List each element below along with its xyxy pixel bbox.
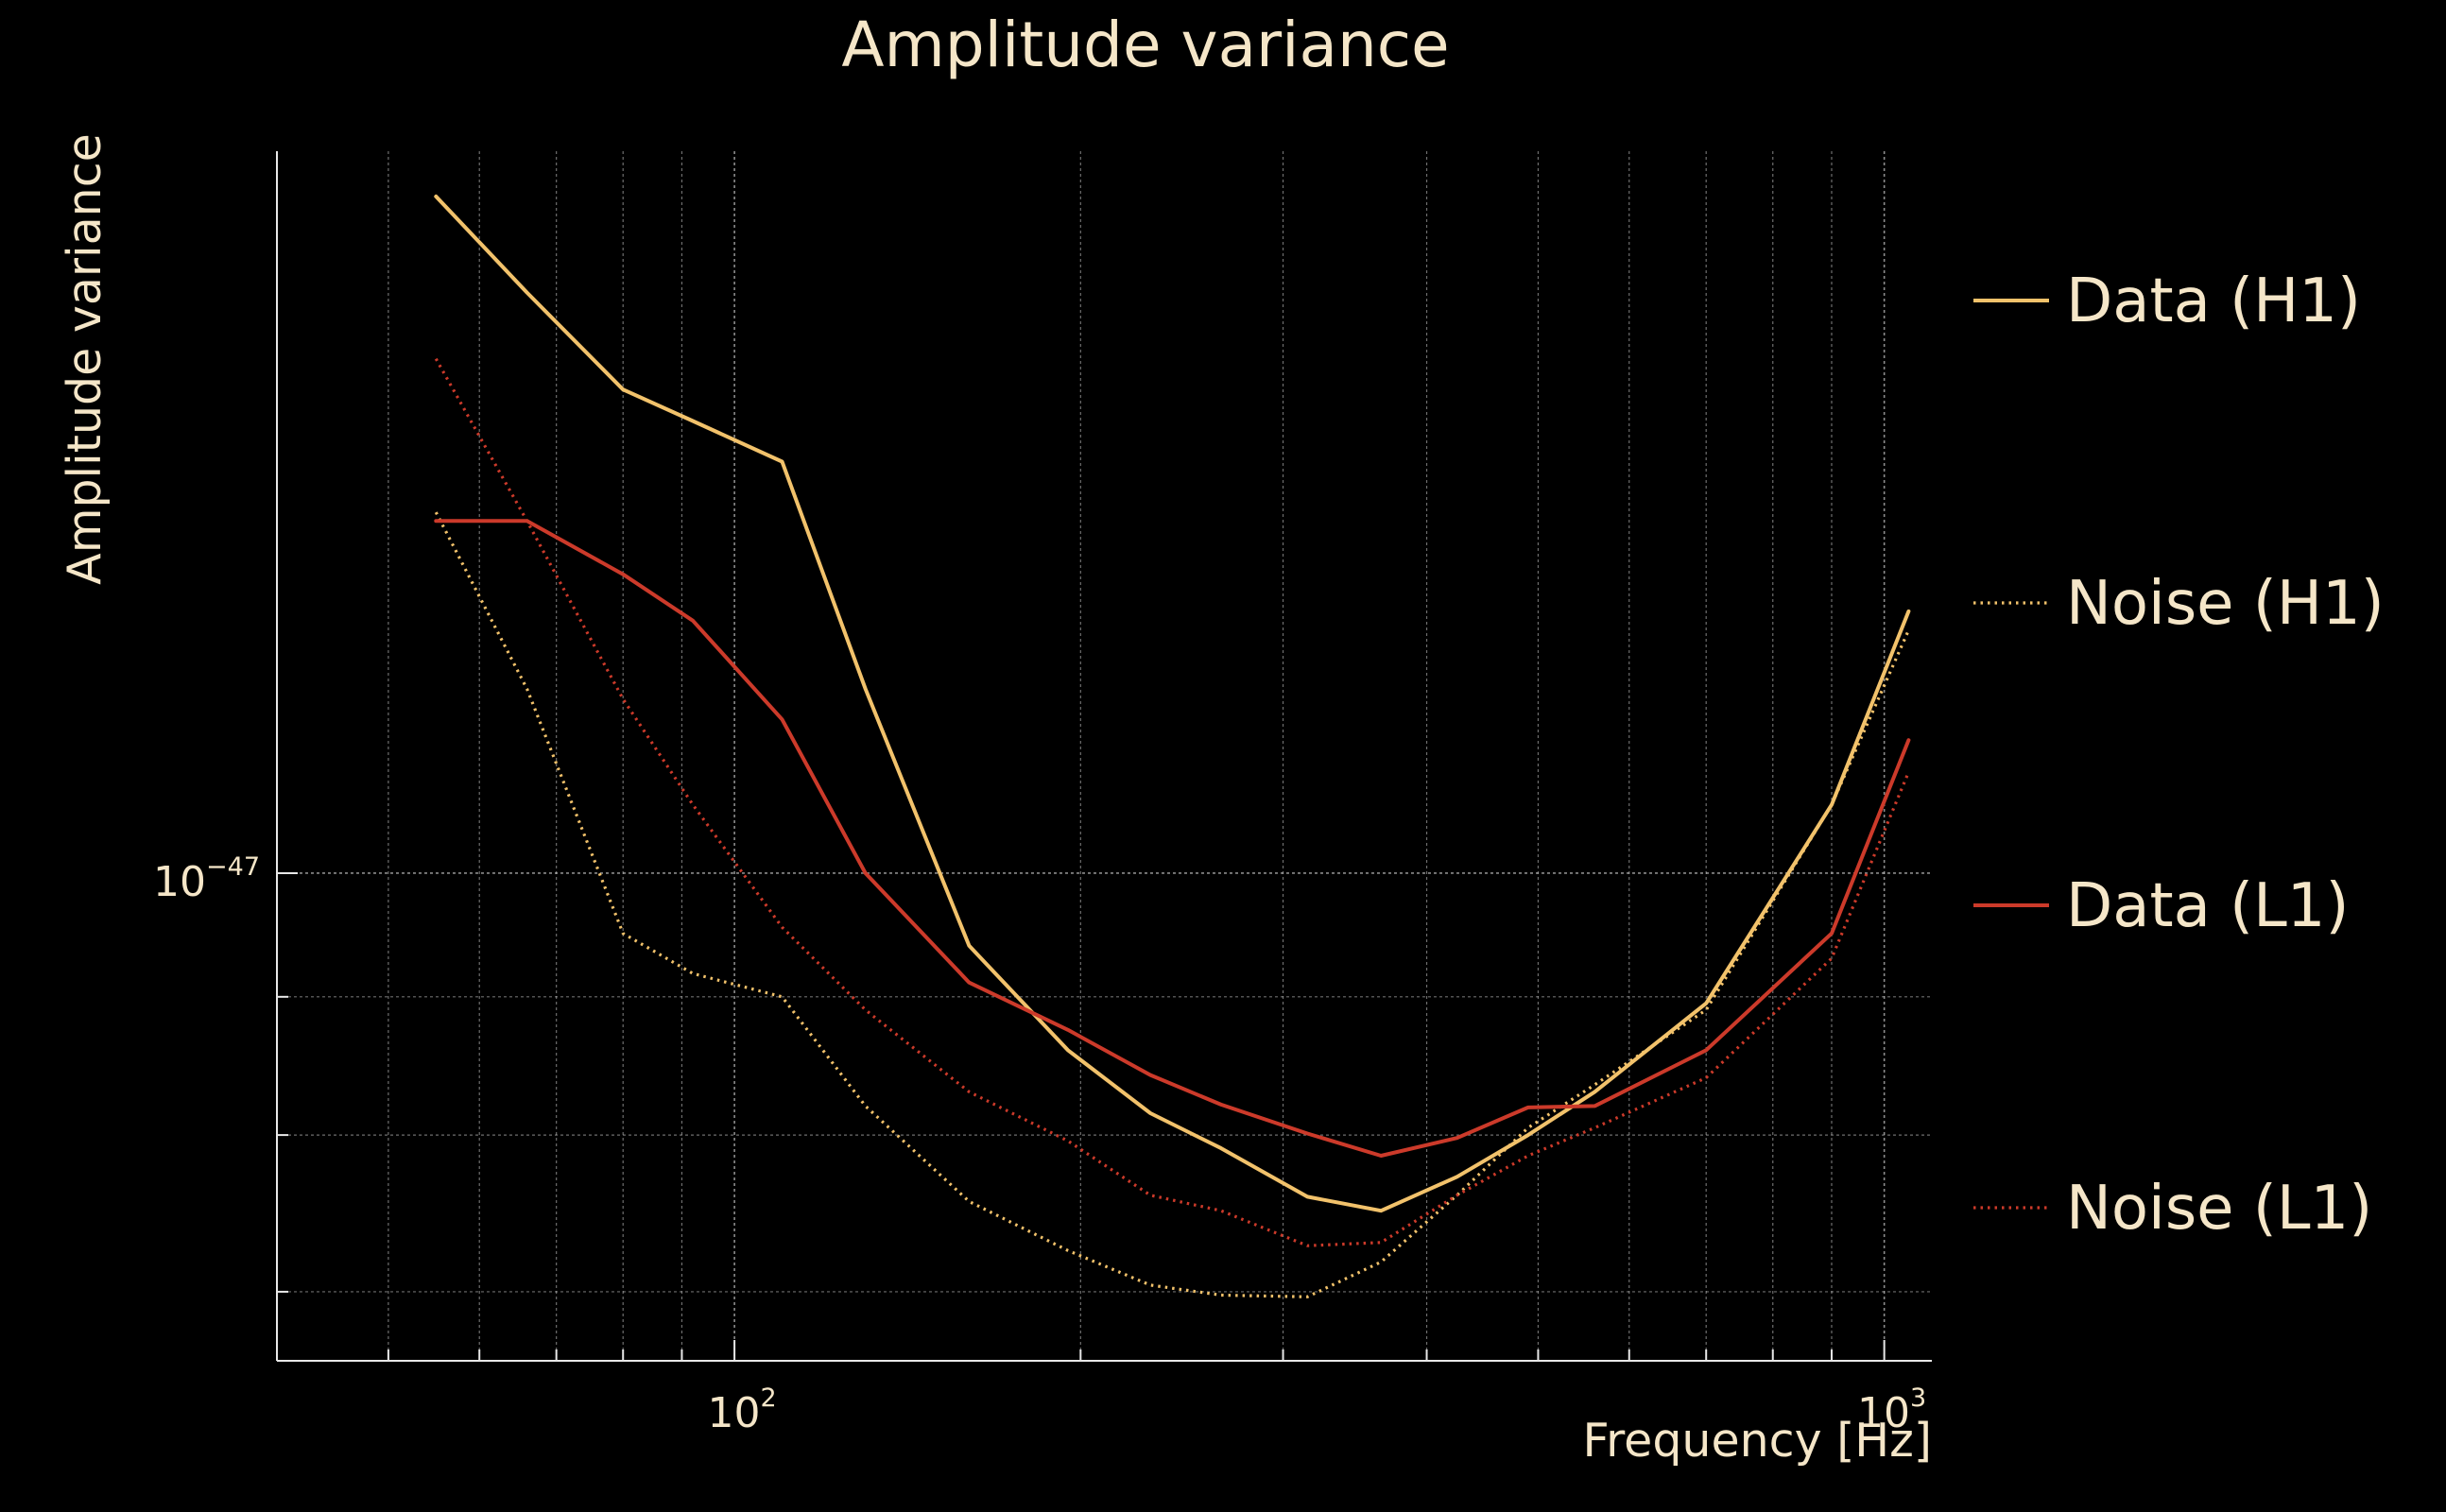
legend-item: Noise (L1) — [1973, 1174, 2372, 1244]
x-tick-label: 102 — [708, 1383, 777, 1437]
series-line-noise-h1 — [434, 511, 1910, 1298]
legend: Data (H1) Noise (H1) Data (L1) Noise (L1) — [1973, 266, 2385, 1244]
axes — [276, 151, 1932, 1362]
legend-label: Data (H1) — [2066, 266, 2361, 336]
x-tick-label: 103 — [1857, 1383, 1926, 1437]
legend-label: Noise (L1) — [2066, 1174, 2372, 1244]
legend-label: Data (L1) — [2066, 871, 2349, 941]
y-axis-label: Amplitude variance — [58, 133, 112, 585]
series-line-data-l1 — [434, 519, 1911, 1158]
tick-labels: 102 103 10−47 — [153, 852, 1926, 1437]
grid — [276, 151, 1932, 1361]
x-axis-label: Frequency [Hz] — [1582, 1414, 1932, 1468]
legend-item: Noise (H1) — [1973, 569, 2385, 639]
y-tick-label: 10−47 — [153, 852, 260, 906]
chart-title: Amplitude variance — [841, 9, 1449, 81]
plot-area — [434, 194, 1911, 1298]
legend-item: Data (L1) — [1973, 871, 2349, 941]
series-line-data-h1 — [434, 194, 1911, 1213]
legend-label: Noise (H1) — [2066, 569, 2385, 639]
legend-item: Data (H1) — [1973, 266, 2361, 336]
